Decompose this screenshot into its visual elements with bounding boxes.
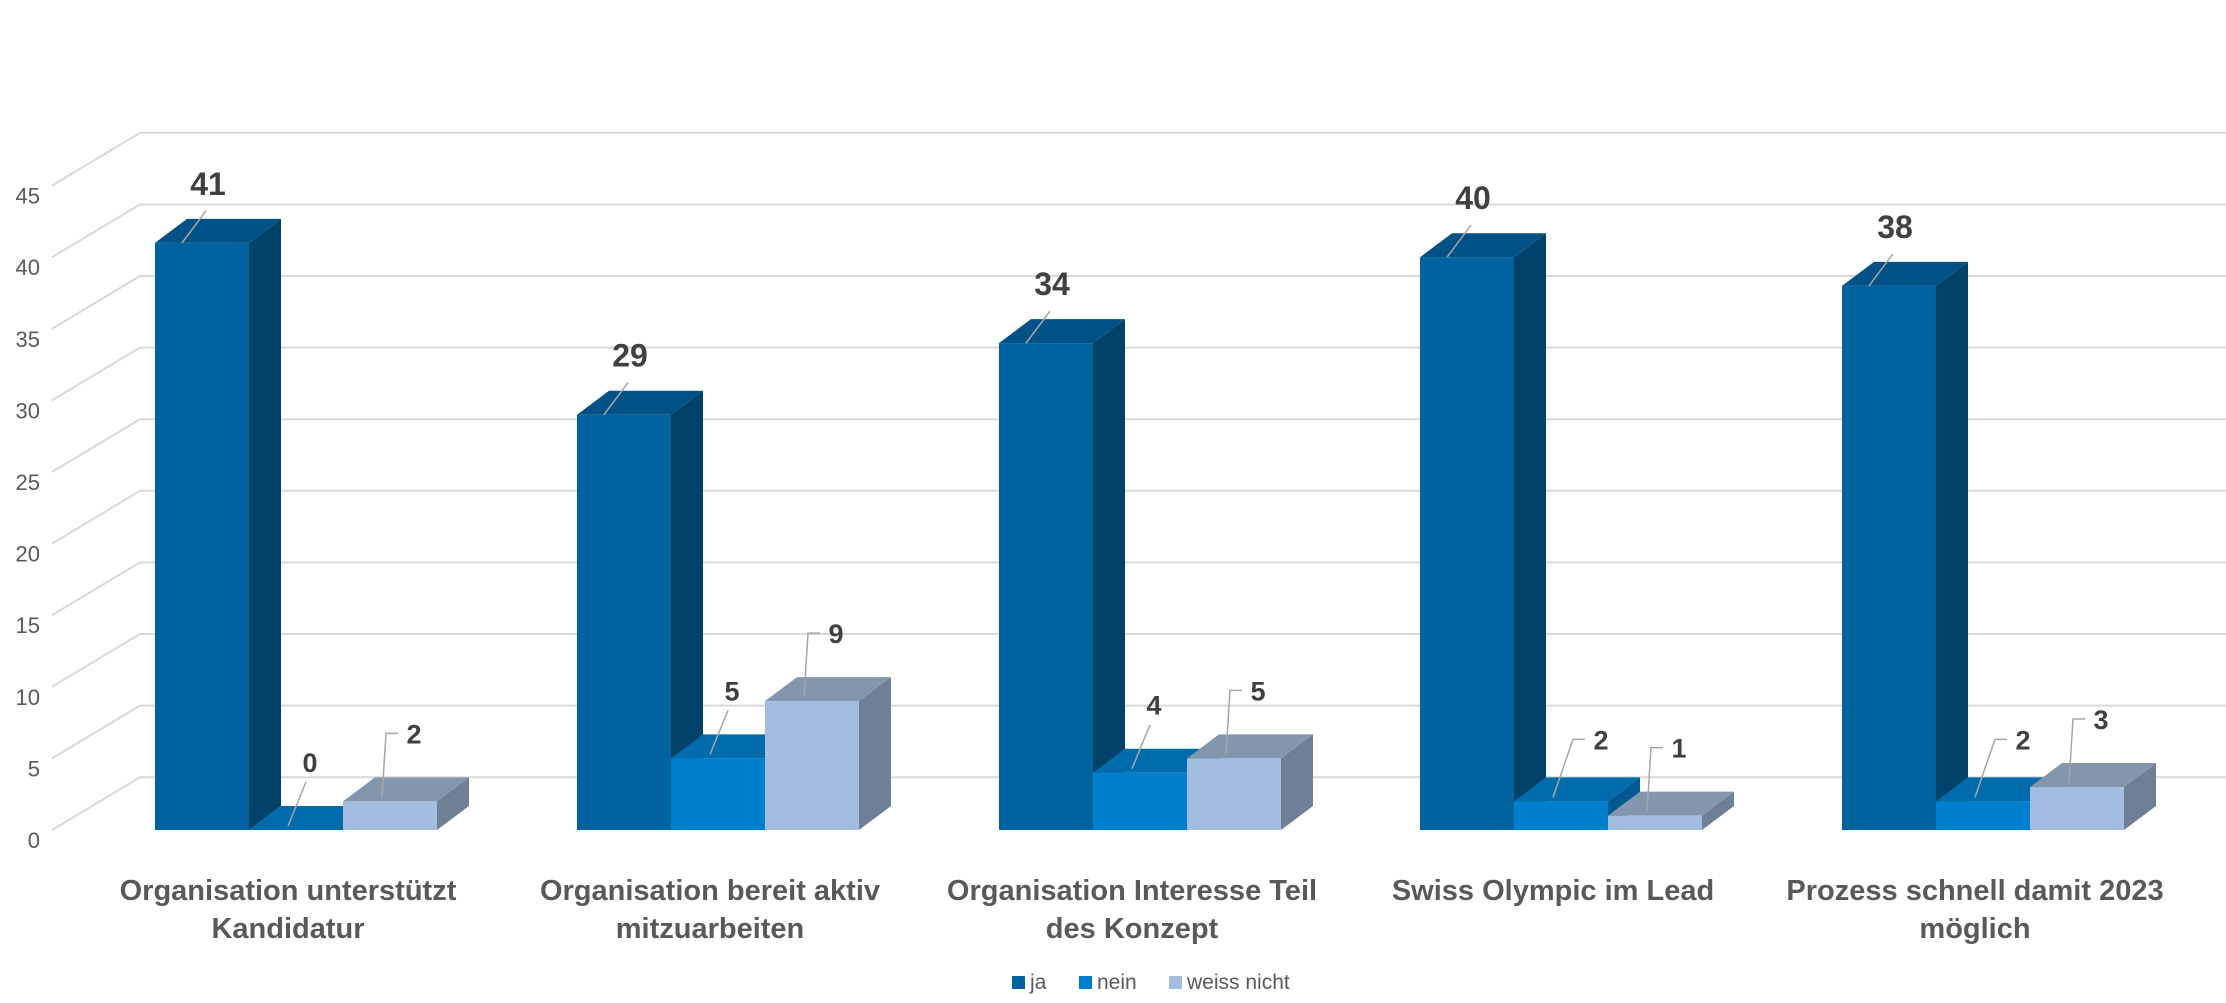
bar-ja-3 <box>1420 233 1546 830</box>
svg-text:2: 2 <box>2015 725 2030 755</box>
gridline-diagonal-20 <box>51 489 141 545</box>
category-label-4: Prozess schnell damit 2023 möglich <box>1786 875 2163 945</box>
data-label-weiss-nicht-3: 1 <box>1646 734 1687 812</box>
y-tick-label-5: 5 <box>28 756 40 781</box>
gridline-diagonal-0 <box>51 776 141 831</box>
svg-text:9: 9 <box>828 619 843 649</box>
category-label-0: Organisation unterstützt Kandidatur <box>120 875 457 945</box>
y-axis-tick-labels: 0 5 10 15 20 25 30 35 40 45 <box>16 184 40 853</box>
y-tick-label-0: 0 <box>28 828 40 853</box>
svg-text:2: 2 <box>1593 725 1608 755</box>
gridline-diagonal-10 <box>51 633 141 688</box>
data-label-nein-2: 4 <box>1131 691 1162 770</box>
bar-weiss-nicht-0 <box>343 777 469 830</box>
data-label-weiss-nicht-1: 9 <box>803 619 844 698</box>
category-label-1: Organisation bereit aktiv mitzuarbeiten <box>540 875 880 945</box>
y-tick-label-45: 45 <box>16 184 40 209</box>
data-label-nein-3: 2 <box>1552 725 1609 798</box>
category-label-2: Organisation Interesse Teil des Konzept <box>947 875 1317 945</box>
legend-item-nein: nein <box>1079 971 1137 994</box>
svg-text:3: 3 <box>2093 705 2108 735</box>
svg-text:0: 0 <box>302 748 317 778</box>
y-tick-label-10: 10 <box>16 685 40 710</box>
svg-text:40: 40 <box>1455 180 1491 216</box>
data-label-nein-4: 2 <box>1974 725 2031 798</box>
data-label-ja-3: 40 <box>1446 180 1491 258</box>
svg-text:ja: ja <box>1029 971 1047 994</box>
bar-weiss-nicht-1 <box>765 677 891 830</box>
svg-text:29: 29 <box>612 338 648 374</box>
bars <box>155 218 2156 831</box>
category-labels: Organisation unterstützt Kandidatur Organi… <box>120 875 2164 945</box>
gridline-diagonal-40 <box>51 203 141 259</box>
bar-ja-4 <box>1842 261 1968 831</box>
y-tick-label-35: 35 <box>16 327 40 352</box>
gridline-diagonal-25 <box>51 418 141 473</box>
bar-weiss-nicht-4 <box>2030 763 2156 830</box>
bar-weiss-nicht-2 <box>1187 734 1313 830</box>
svg-text:2: 2 <box>406 719 421 749</box>
data-label-weiss-nicht-0: 2 <box>381 719 422 798</box>
y-tick-label-25: 25 <box>16 470 40 495</box>
svg-text:weiss nicht: weiss nicht <box>1186 971 1290 994</box>
y-tick-label-30: 30 <box>16 398 40 423</box>
y-tick-label-15: 15 <box>16 613 40 638</box>
gridline-diagonal-15 <box>51 561 141 617</box>
data-label-nein-1: 5 <box>709 676 740 755</box>
svg-text:5: 5 <box>724 676 739 706</box>
svg-text:38: 38 <box>1877 209 1913 245</box>
data-label-ja-2: 34 <box>1025 266 1070 344</box>
category-label-3: Swiss Olympic im Lead <box>1392 875 1714 907</box>
svg-text:1: 1 <box>1671 734 1686 764</box>
gridline-diagonal-45 <box>51 131 141 187</box>
svg-text:34: 34 <box>1034 266 1070 302</box>
data-label-weiss-nicht-4: 3 <box>2068 705 2109 784</box>
data-label-weiss-nicht-2: 5 <box>1225 676 1266 755</box>
bar-ja-2 <box>999 319 1125 830</box>
data-label-ja-1: 29 <box>603 338 648 416</box>
data-label-ja-4: 38 <box>1868 209 1913 287</box>
bar-ja-0 <box>155 218 281 830</box>
legend: ja nein weiss nicht <box>1012 971 1290 994</box>
data-label-ja-0: 41 <box>181 166 226 244</box>
y-tick-label-40: 40 <box>16 255 40 280</box>
gridline-diagonal-5 <box>51 704 141 760</box>
data-label-nein-0: 0 <box>287 748 318 827</box>
y-tick-label-20: 20 <box>16 542 40 567</box>
svg-text:41: 41 <box>190 166 226 202</box>
svg-text:5: 5 <box>1250 676 1265 706</box>
svg-text:4: 4 <box>1146 691 1161 721</box>
gridline-diagonal-30 <box>51 346 141 402</box>
bar-weiss-nicht-3 <box>1608 791 1734 830</box>
legend-item-ja: ja <box>1012 971 1047 994</box>
gridline-diagonal-35 <box>51 275 141 330</box>
legend-item-weiss-nicht: weiss nicht <box>1169 971 1290 994</box>
svg-text:nein: nein <box>1097 971 1137 994</box>
